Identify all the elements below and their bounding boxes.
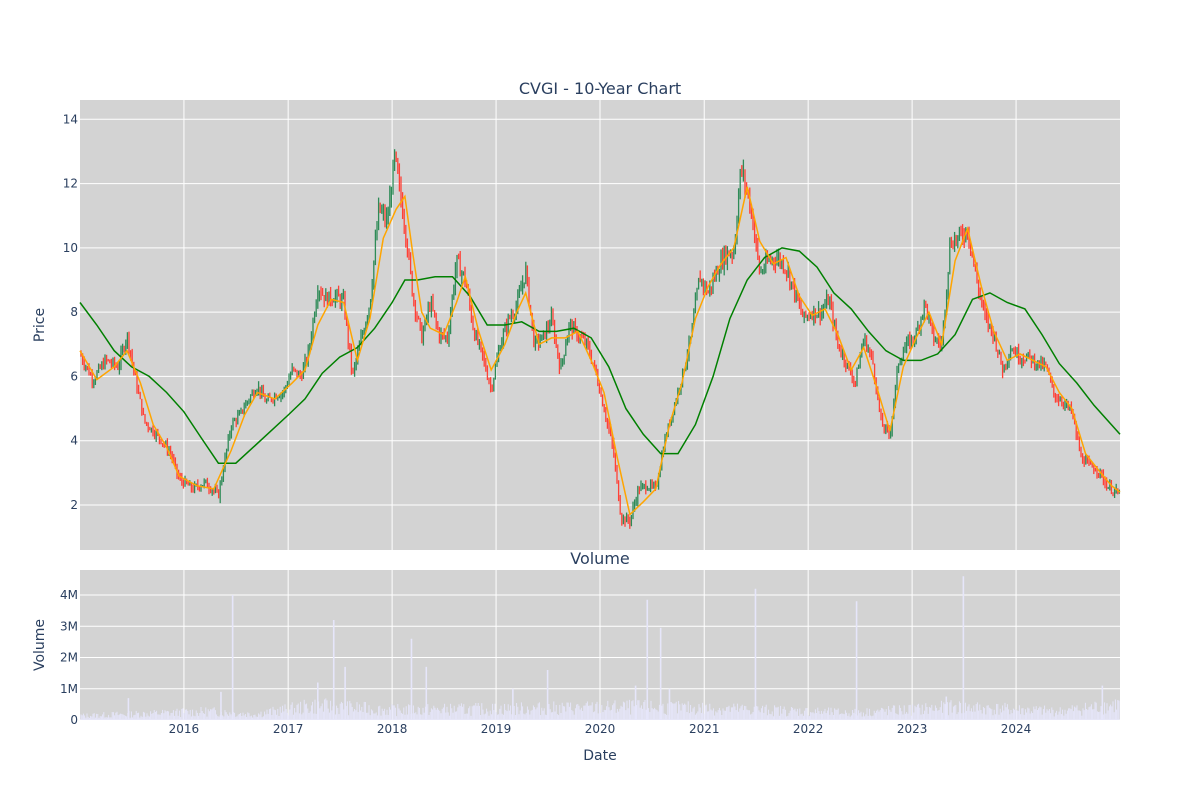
x-tick-label: 2021 xyxy=(689,722,720,736)
price-y-ticks: 2 4 6 8 10 12 14 xyxy=(63,112,78,512)
x-tick-label: 2018 xyxy=(377,722,408,736)
long-moving-average-line xyxy=(79,247,1121,464)
volume-y-tick-label: 1M xyxy=(60,682,78,696)
volume-y-axis-title: Volume xyxy=(32,619,48,671)
x-tick-label: 2019 xyxy=(481,722,512,736)
x-tick-label: 2016 xyxy=(169,722,200,736)
price-y-tick-label: 10 xyxy=(63,241,78,255)
price-moving-averages xyxy=(79,186,1121,517)
short-moving-average-line xyxy=(79,186,1121,517)
price-y-tick-label: 12 xyxy=(63,177,78,191)
price-chart-title: CVGI - 10-Year Chart xyxy=(519,79,681,98)
x-tick-label: 2024 xyxy=(1001,722,1032,736)
price-y-axis-title: Price xyxy=(32,308,48,342)
volume-y-ticks: 0 1M 2M 3M 4M xyxy=(60,588,78,727)
volume-y-tick-label: 4M xyxy=(60,588,78,602)
x-tick-label: 2020 xyxy=(585,722,616,736)
volume-y-tick-label: 2M xyxy=(60,651,78,665)
x-tick-label: 2017 xyxy=(273,722,304,736)
price-gridlines xyxy=(80,100,1120,550)
price-y-tick-label: 2 xyxy=(70,498,78,512)
volume-y-tick-label: 3M xyxy=(60,619,78,633)
x-tick-label: 2022 xyxy=(793,722,824,736)
volume-chart-title: Volume xyxy=(570,549,630,568)
x-tick-label: 2023 xyxy=(897,722,928,736)
x-axis-title: Date xyxy=(583,748,616,764)
price-y-tick-label: 14 xyxy=(63,112,78,126)
price-y-tick-label: 4 xyxy=(70,434,78,448)
volume-bars xyxy=(80,576,1120,720)
price-y-tick-label: 6 xyxy=(70,369,78,383)
volume-x-ticks: 2016 2017 2018 2019 2020 2021 2022 2023 2024 xyxy=(169,722,1032,736)
volume-y-tick-label: 0 xyxy=(70,713,78,727)
price-y-tick-label: 8 xyxy=(70,305,78,319)
